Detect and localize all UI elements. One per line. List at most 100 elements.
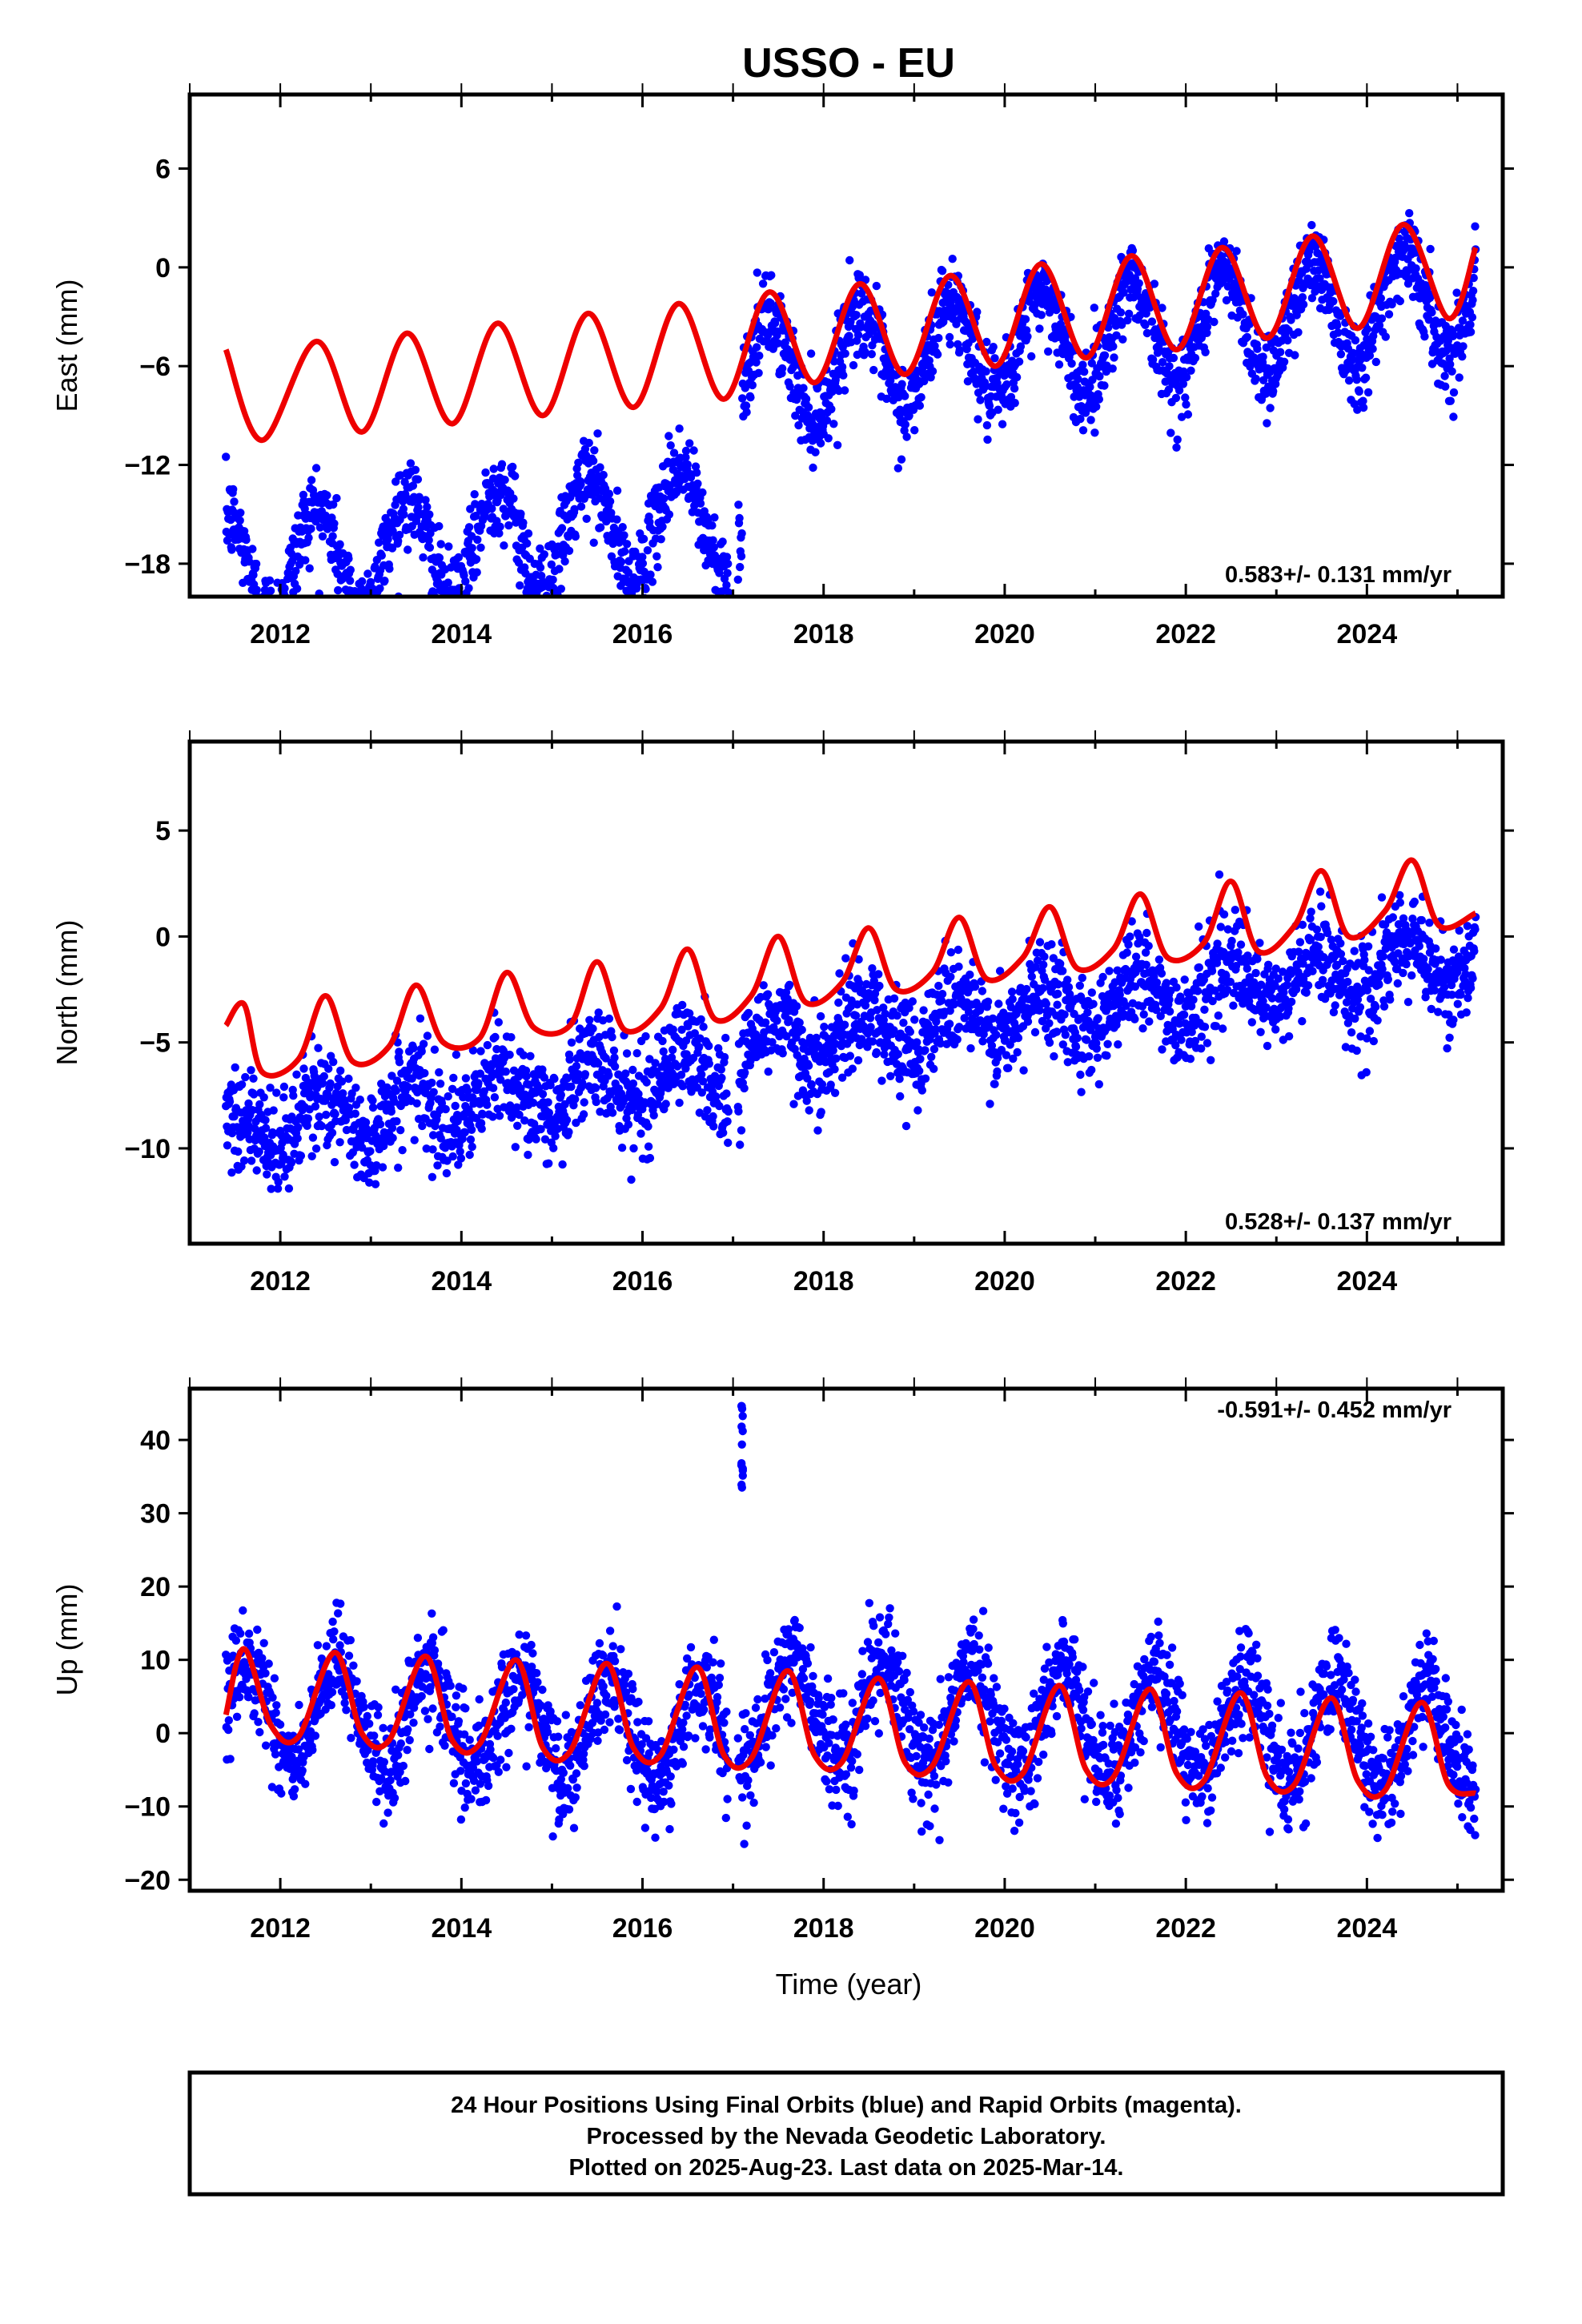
- data-point: [773, 1016, 781, 1025]
- data-point: [1182, 372, 1191, 382]
- data-point: [1361, 373, 1371, 382]
- data-point: [605, 497, 615, 506]
- data-point: [1139, 1010, 1148, 1019]
- data-point: [723, 569, 732, 577]
- data-point: [515, 1110, 524, 1120]
- data-point: [697, 1015, 705, 1024]
- data-point: [1044, 347, 1053, 356]
- data-point: [444, 1092, 452, 1101]
- data-point: [311, 517, 320, 526]
- data-point: [448, 1152, 457, 1161]
- data-point: [604, 1014, 614, 1023]
- data-point: [1004, 1063, 1013, 1072]
- data-point: [454, 553, 464, 562]
- data-point: [456, 1147, 464, 1156]
- data-point: [1056, 959, 1065, 968]
- data-point: [1458, 352, 1467, 361]
- data-point: [807, 1080, 816, 1089]
- data-point: [377, 551, 386, 560]
- data-point: [301, 556, 310, 565]
- data-point: [1002, 1051, 1011, 1059]
- data-point: [998, 420, 1007, 428]
- data-point: [937, 996, 946, 1005]
- data-point: [841, 954, 850, 963]
- data-point: [660, 494, 669, 503]
- data-point: [755, 352, 764, 360]
- data-point: [1086, 383, 1094, 392]
- data-point: [638, 553, 647, 561]
- data-point: [812, 1033, 821, 1043]
- data-point: [948, 255, 957, 263]
- data-point: [1239, 310, 1247, 319]
- data-point: [1089, 999, 1098, 1008]
- data-point: [1195, 922, 1203, 931]
- data-point: [249, 1090, 259, 1099]
- data-point: [596, 1108, 604, 1116]
- data-point: [801, 395, 811, 404]
- data-point: [1223, 925, 1233, 934]
- data-point: [1165, 995, 1174, 1004]
- data-point: [1214, 1011, 1223, 1020]
- data-point: [1365, 351, 1375, 360]
- data-point: [1181, 393, 1190, 402]
- data-point: [946, 1006, 954, 1015]
- data-point: [845, 255, 854, 265]
- data-point: [1094, 1080, 1104, 1089]
- data-point: [1276, 348, 1285, 356]
- data-point: [247, 1156, 256, 1165]
- data-point: [564, 1128, 573, 1136]
- data-point: [829, 1046, 837, 1055]
- data-point: [601, 1054, 610, 1063]
- data-point: [1318, 975, 1327, 985]
- data-point: [1315, 274, 1324, 283]
- data-point: [880, 1050, 889, 1059]
- data-point: [331, 1109, 339, 1119]
- data-point: [994, 405, 1002, 414]
- data-point: [326, 1079, 335, 1088]
- data-point: [1102, 1051, 1111, 1060]
- data-point: [588, 456, 598, 465]
- data-point: [921, 1046, 930, 1055]
- data-point: [267, 1184, 275, 1193]
- data-point: [1223, 282, 1233, 291]
- data-point: [1126, 932, 1134, 941]
- data-point: [544, 1159, 553, 1168]
- data-point: [1287, 997, 1296, 1007]
- data-point: [1314, 943, 1323, 951]
- data-point: [430, 1045, 440, 1054]
- data-point: [1014, 357, 1024, 366]
- data-point: [797, 1025, 806, 1035]
- data-point: [665, 510, 674, 519]
- data-point: [735, 513, 744, 523]
- data-point: [580, 444, 590, 453]
- data-point: [429, 1088, 438, 1097]
- data-point: [751, 1030, 761, 1039]
- data-point: [241, 1072, 250, 1082]
- data-point: [231, 1063, 239, 1072]
- data-point: [296, 1152, 306, 1160]
- data-point: [988, 1014, 998, 1023]
- data-point: [1387, 300, 1396, 309]
- data-point: [344, 554, 353, 563]
- data-point: [244, 1099, 253, 1108]
- data-point: [396, 1126, 405, 1135]
- data-point: [548, 575, 557, 585]
- data-point: [1284, 1031, 1294, 1041]
- data-point: [848, 1064, 857, 1073]
- data-point: [723, 1117, 732, 1126]
- data-point: [263, 1170, 271, 1179]
- data-point: [1193, 987, 1203, 995]
- data-point: [1104, 323, 1113, 332]
- data-point: [464, 523, 474, 532]
- data-point: [1403, 267, 1412, 276]
- data-point: [983, 997, 993, 1007]
- data-point: [266, 1084, 275, 1092]
- data-point: [273, 1184, 283, 1193]
- data-point: [1088, 376, 1097, 384]
- data-point: [1327, 935, 1336, 944]
- data-point: [490, 1093, 500, 1102]
- data-point: [913, 1038, 921, 1047]
- data-point: [703, 1106, 712, 1115]
- data-point: [1130, 982, 1140, 991]
- data-point: [620, 547, 629, 556]
